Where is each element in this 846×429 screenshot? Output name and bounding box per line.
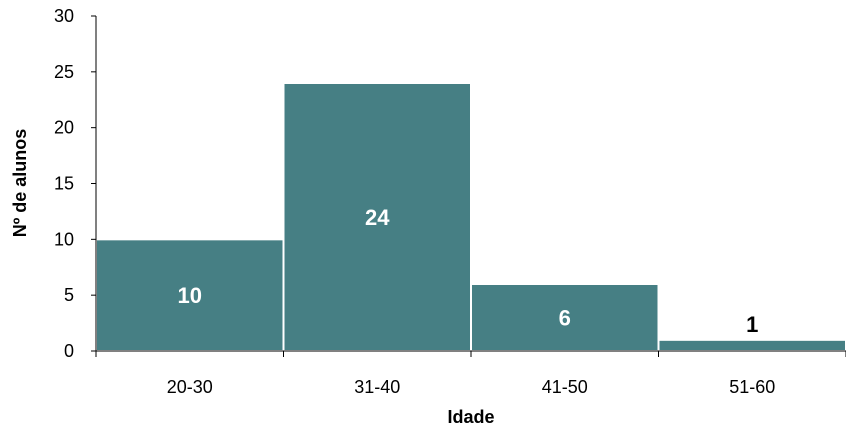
x-tick-label: 51-60 xyxy=(729,377,775,397)
x-tick-label: 20-30 xyxy=(167,377,213,397)
bar-51-60 xyxy=(657,338,846,353)
y-tick-label: 5 xyxy=(64,285,74,305)
bars-group xyxy=(95,82,846,353)
y-axis-title: Nº de alunos xyxy=(10,129,30,238)
y-tick-label: 20 xyxy=(54,118,74,138)
y-tick-label: 25 xyxy=(54,62,74,82)
x-tick-label: 41-50 xyxy=(542,377,588,397)
y-tick-label: 10 xyxy=(54,229,74,249)
y-tick-label: 15 xyxy=(54,174,74,194)
y-tick-label: 30 xyxy=(54,6,74,26)
y-tick-label: 0 xyxy=(64,341,74,361)
bar-value-label: 1 xyxy=(746,312,758,337)
x-axis-title: Idade xyxy=(447,407,494,427)
bar-31-40 xyxy=(282,82,472,352)
bar-value-label: 10 xyxy=(178,283,202,308)
bar-value-label: 24 xyxy=(365,205,390,230)
bar-value-label: 6 xyxy=(559,306,571,331)
x-ticks-group: 20-30 31-40 41-50 51-60 xyxy=(95,351,846,397)
x-tick-label: 31-40 xyxy=(354,377,400,397)
bar-labels-group: 10 24 6 1 xyxy=(178,205,759,337)
bar-20-30 xyxy=(95,238,285,352)
y-ticks-group: 0 5 10 15 20 25 30 xyxy=(54,6,96,361)
bar-41-50 xyxy=(470,283,660,352)
